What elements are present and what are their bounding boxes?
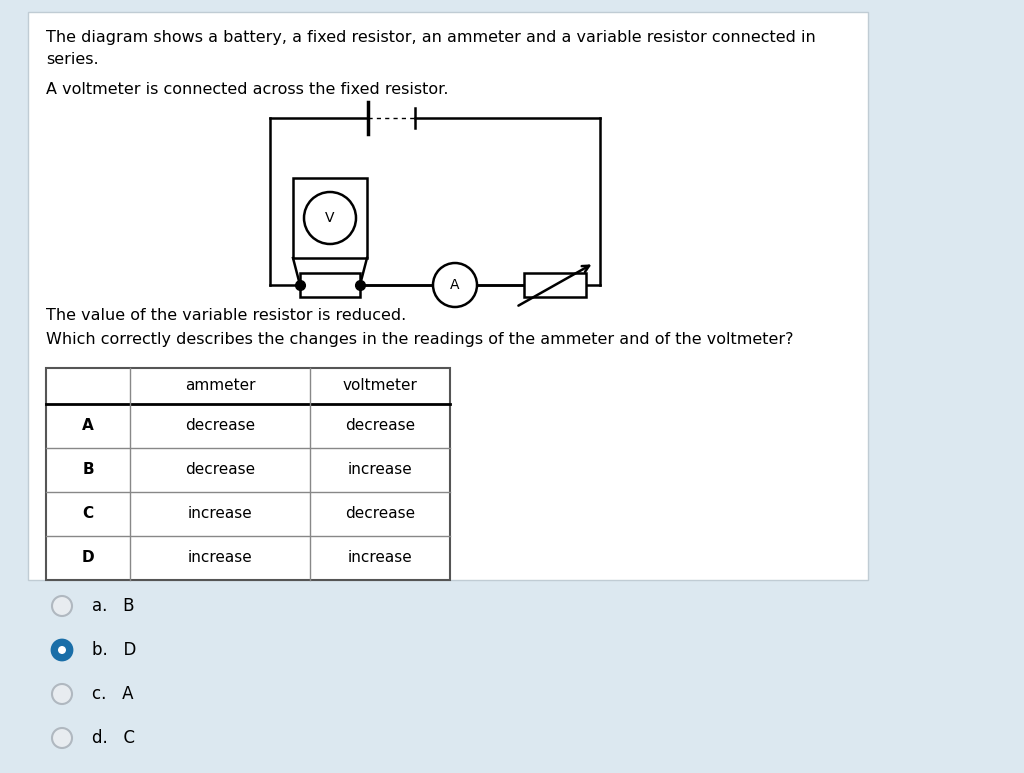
Text: b.   D: b. D — [92, 641, 136, 659]
Text: C: C — [83, 506, 93, 522]
Text: decrease: decrease — [185, 418, 255, 434]
Text: c.   A: c. A — [92, 685, 133, 703]
Bar — [28, 12, 868, 580]
Bar — [300, 273, 360, 297]
Circle shape — [433, 263, 477, 307]
Circle shape — [52, 728, 72, 748]
Text: decrease: decrease — [345, 418, 415, 434]
Text: voltmeter: voltmeter — [343, 379, 418, 393]
Circle shape — [304, 192, 356, 244]
Text: The diagram shows a battery, a fixed resistor, an ammeter and a variable resisto: The diagram shows a battery, a fixed res… — [46, 30, 816, 45]
Bar — [293, 178, 367, 258]
Text: decrease: decrease — [185, 462, 255, 478]
Text: d.   C: d. C — [92, 729, 135, 747]
Bar — [524, 273, 586, 297]
Text: ammeter: ammeter — [184, 379, 255, 393]
Circle shape — [52, 640, 72, 660]
Text: The value of the variable resistor is reduced.: The value of the variable resistor is re… — [46, 308, 407, 323]
Text: increase: increase — [347, 550, 413, 566]
Text: increase: increase — [187, 550, 252, 566]
Text: A voltmeter is connected across the fixed resistor.: A voltmeter is connected across the fixe… — [46, 82, 449, 97]
Text: A: A — [451, 278, 460, 292]
Circle shape — [52, 684, 72, 704]
Circle shape — [58, 646, 66, 654]
Text: decrease: decrease — [345, 506, 415, 522]
Text: Which correctly describes the changes in the readings of the ammeter and of the : Which correctly describes the changes in… — [46, 332, 794, 347]
Text: increase: increase — [347, 462, 413, 478]
Text: increase: increase — [187, 506, 252, 522]
Text: a.   B: a. B — [92, 597, 134, 615]
Text: D: D — [82, 550, 94, 566]
Text: A: A — [82, 418, 94, 434]
Circle shape — [52, 596, 72, 616]
Text: B: B — [82, 462, 94, 478]
Text: series.: series. — [46, 52, 98, 67]
Bar — [46, 368, 450, 580]
Text: V: V — [326, 211, 335, 225]
